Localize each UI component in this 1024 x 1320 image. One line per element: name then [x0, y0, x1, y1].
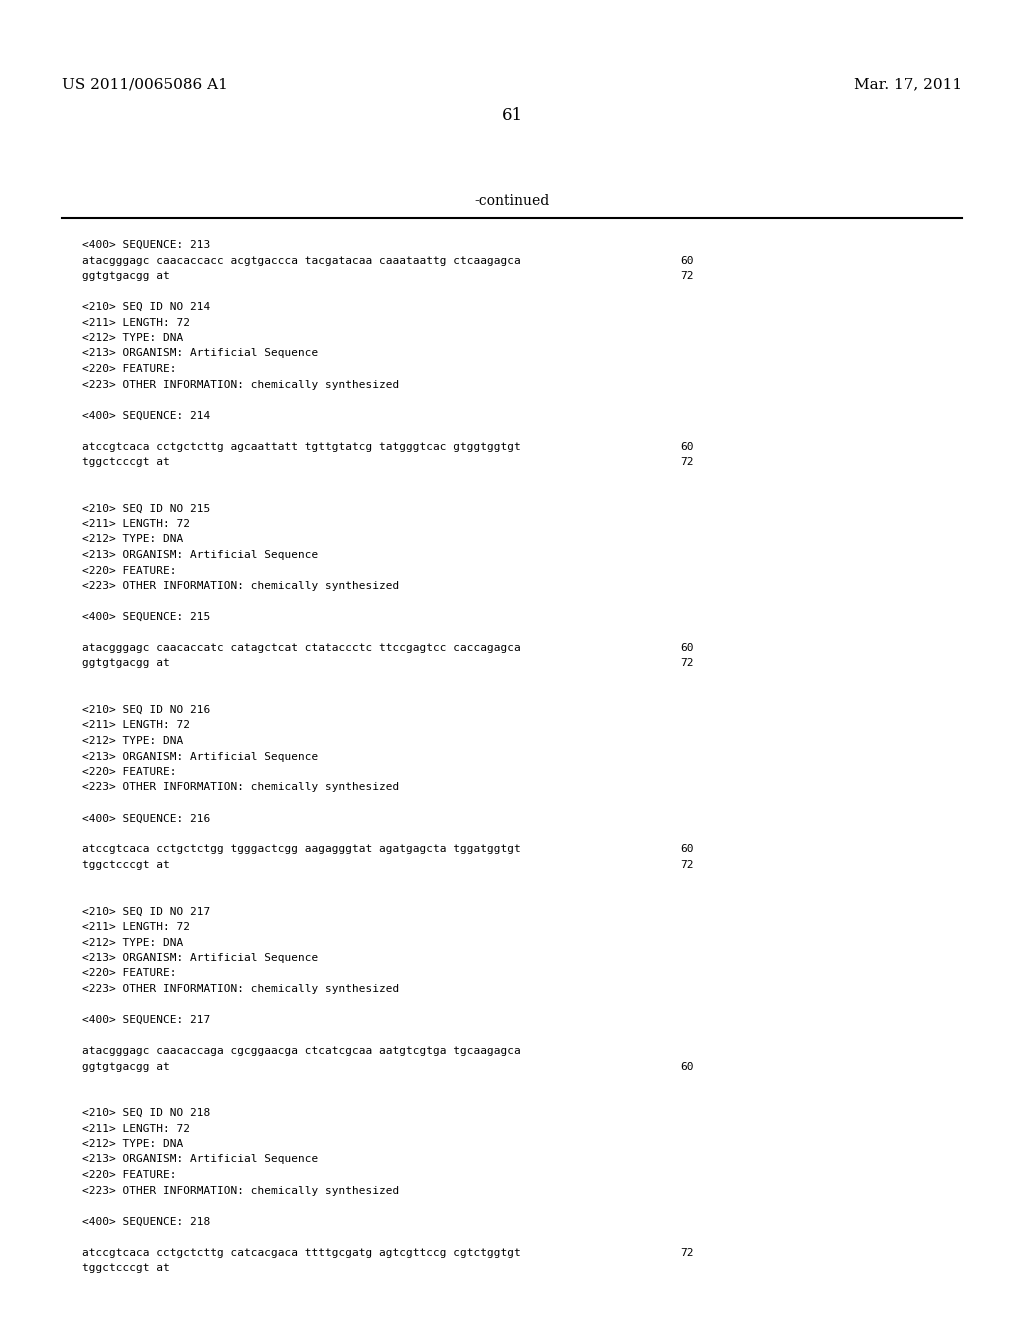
Text: <223> OTHER INFORMATION: chemically synthesized: <223> OTHER INFORMATION: chemically synt… — [82, 783, 399, 792]
Text: <213> ORGANISM: Artificial Sequence: <213> ORGANISM: Artificial Sequence — [82, 1155, 318, 1164]
Text: <400> SEQUENCE: 216: <400> SEQUENCE: 216 — [82, 813, 210, 824]
Text: <212> TYPE: DNA: <212> TYPE: DNA — [82, 333, 183, 343]
Text: <210> SEQ ID NO 215: <210> SEQ ID NO 215 — [82, 503, 210, 513]
Text: <400> SEQUENCE: 215: <400> SEQUENCE: 215 — [82, 612, 210, 622]
Text: <211> LENGTH: 72: <211> LENGTH: 72 — [82, 721, 189, 730]
Text: atccgtcaca cctgctcttg catcacgaca ttttgcgatg agtcgttccg cgtctggtgt: atccgtcaca cctgctcttg catcacgaca ttttgcg… — [82, 1247, 520, 1258]
Text: Mar. 17, 2011: Mar. 17, 2011 — [854, 77, 962, 91]
Text: tggctcccgt at: tggctcccgt at — [82, 861, 170, 870]
Text: tggctcccgt at: tggctcccgt at — [82, 1263, 170, 1272]
Text: <220> FEATURE:: <220> FEATURE: — [82, 969, 176, 978]
Text: 72: 72 — [680, 659, 693, 668]
Text: 72: 72 — [680, 861, 693, 870]
Text: 61: 61 — [502, 107, 522, 124]
Text: <213> ORGANISM: Artificial Sequence: <213> ORGANISM: Artificial Sequence — [82, 550, 318, 560]
Text: <213> ORGANISM: Artificial Sequence: <213> ORGANISM: Artificial Sequence — [82, 751, 318, 762]
Text: <212> TYPE: DNA: <212> TYPE: DNA — [82, 535, 183, 544]
Text: <210> SEQ ID NO 214: <210> SEQ ID NO 214 — [82, 302, 210, 312]
Text: <220> FEATURE:: <220> FEATURE: — [82, 767, 176, 777]
Text: <212> TYPE: DNA: <212> TYPE: DNA — [82, 737, 183, 746]
Text: <223> OTHER INFORMATION: chemically synthesized: <223> OTHER INFORMATION: chemically synt… — [82, 581, 399, 591]
Text: <211> LENGTH: 72: <211> LENGTH: 72 — [82, 921, 189, 932]
Text: atacgggagc caacaccacc acgtgaccca tacgatacaa caaataattg ctcaagagca: atacgggagc caacaccacc acgtgaccca tacgata… — [82, 256, 520, 265]
Text: <210> SEQ ID NO 217: <210> SEQ ID NO 217 — [82, 907, 210, 916]
Text: 60: 60 — [680, 845, 693, 854]
Text: <220> FEATURE:: <220> FEATURE: — [82, 565, 176, 576]
Text: atacgggagc caacaccaga cgcggaacga ctcatcgcaa aatgtcgtga tgcaagagca: atacgggagc caacaccaga cgcggaacga ctcatcg… — [82, 1045, 520, 1056]
Text: <223> OTHER INFORMATION: chemically synthesized: <223> OTHER INFORMATION: chemically synt… — [82, 983, 399, 994]
Text: <400> SEQUENCE: 214: <400> SEQUENCE: 214 — [82, 411, 210, 421]
Text: ggtgtgacgg at: ggtgtgacgg at — [82, 659, 170, 668]
Text: <213> ORGANISM: Artificial Sequence: <213> ORGANISM: Artificial Sequence — [82, 348, 318, 359]
Text: atacgggagc caacaccatc catagctcat ctataccctc ttccgagtcc caccagagca: atacgggagc caacaccatc catagctcat ctatacc… — [82, 643, 520, 653]
Text: 60: 60 — [680, 643, 693, 653]
Text: <400> SEQUENCE: 218: <400> SEQUENCE: 218 — [82, 1217, 210, 1226]
Text: ggtgtgacgg at: ggtgtgacgg at — [82, 271, 170, 281]
Text: 72: 72 — [680, 457, 693, 467]
Text: 72: 72 — [680, 1247, 693, 1258]
Text: atccgtcaca cctgctctgg tgggactcgg aagagggtat agatgagcta tggatggtgt: atccgtcaca cctgctctgg tgggactcgg aagaggg… — [82, 845, 520, 854]
Text: 60: 60 — [680, 441, 693, 451]
Text: <211> LENGTH: 72: <211> LENGTH: 72 — [82, 519, 189, 529]
Text: ggtgtgacgg at: ggtgtgacgg at — [82, 1061, 170, 1072]
Text: <220> FEATURE:: <220> FEATURE: — [82, 364, 176, 374]
Text: <211> LENGTH: 72: <211> LENGTH: 72 — [82, 1123, 189, 1134]
Text: US 2011/0065086 A1: US 2011/0065086 A1 — [62, 77, 228, 91]
Text: tggctcccgt at: tggctcccgt at — [82, 457, 170, 467]
Text: <223> OTHER INFORMATION: chemically synthesized: <223> OTHER INFORMATION: chemically synt… — [82, 380, 399, 389]
Text: <223> OTHER INFORMATION: chemically synthesized: <223> OTHER INFORMATION: chemically synt… — [82, 1185, 399, 1196]
Text: <212> TYPE: DNA: <212> TYPE: DNA — [82, 937, 183, 948]
Text: <400> SEQUENCE: 213: <400> SEQUENCE: 213 — [82, 240, 210, 249]
Text: 72: 72 — [680, 271, 693, 281]
Text: <211> LENGTH: 72: <211> LENGTH: 72 — [82, 318, 189, 327]
Text: <210> SEQ ID NO 218: <210> SEQ ID NO 218 — [82, 1107, 210, 1118]
Text: <213> ORGANISM: Artificial Sequence: <213> ORGANISM: Artificial Sequence — [82, 953, 318, 964]
Text: 60: 60 — [680, 256, 693, 265]
Text: <400> SEQUENCE: 217: <400> SEQUENCE: 217 — [82, 1015, 210, 1026]
Text: atccgtcaca cctgctcttg agcaattatt tgttgtatcg tatgggtcac gtggtggtgt: atccgtcaca cctgctcttg agcaattatt tgttgta… — [82, 441, 520, 451]
Text: -continued: -continued — [474, 194, 550, 209]
Text: 60: 60 — [680, 1061, 693, 1072]
Text: <220> FEATURE:: <220> FEATURE: — [82, 1170, 176, 1180]
Text: <212> TYPE: DNA: <212> TYPE: DNA — [82, 1139, 183, 1148]
Text: <210> SEQ ID NO 216: <210> SEQ ID NO 216 — [82, 705, 210, 715]
